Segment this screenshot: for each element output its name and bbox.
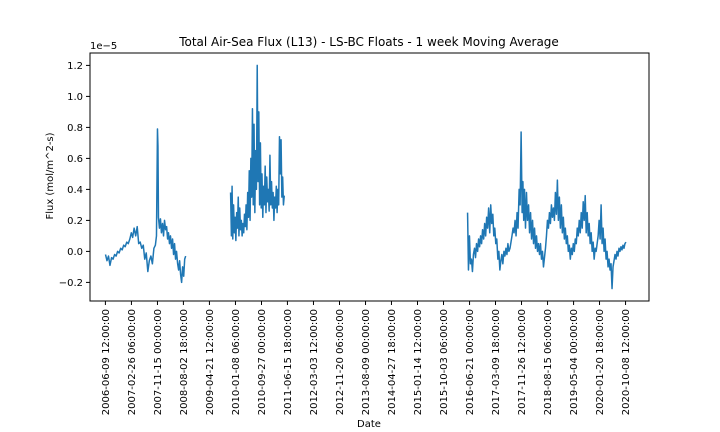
plot-frame	[89, 52, 650, 302]
x-tick-label: 2015-01-14 12:00:00	[413, 309, 424, 415]
x-tick-label: 2018-08-15 06:00:00	[543, 309, 554, 415]
y-tick-label: 1.0	[67, 92, 83, 103]
x-tick-label: 2009-04-21 12:00:00	[205, 309, 216, 415]
x-tick-label: 2015-10-03 06:00:00	[439, 309, 450, 415]
chart-title: Total Air-Sea Flux (L13) - LS-BC Floats …	[178, 35, 559, 49]
y-tick-label: 0.4	[67, 185, 83, 196]
x-tick-label: 2017-03-09 18:00:00	[491, 309, 502, 415]
y-tick-label: 0.8	[67, 123, 83, 134]
y-tick-label: 0.6	[67, 154, 83, 165]
x-tick-label: 2014-04-27 18:00:00	[387, 309, 398, 415]
x-tick-label: 2008-08-02 18:00:00	[179, 309, 190, 415]
x-tick-label: 2012-11-20 06:00:00	[335, 309, 346, 415]
y-offset-label: 1e−5	[90, 41, 117, 52]
x-tick-label: 2020-10-08 12:00:00	[621, 309, 632, 415]
x-tick-label: 2012-03-03 12:00:00	[309, 309, 320, 415]
x-tick-label: 2017-11-26 12:00:00	[517, 309, 528, 415]
series-line-3	[466, 131, 627, 290]
x-tick-label: 2010-09-27 00:00:00	[257, 309, 268, 415]
x-tick-label: 2010-01-08 06:00:00	[231, 309, 242, 415]
x-tick-label: 2007-02-26 06:00:00	[127, 309, 138, 415]
series-line-2	[229, 64, 285, 242]
y-tick-label: 1.2	[67, 61, 83, 72]
x-tick-label: 2011-06-15 18:00:00	[283, 309, 294, 415]
series-layer	[104, 64, 627, 290]
axis-layer: −0.2 0.0 0.2 0.4 0.6 0.8 1.0 1.2 2006-06-09 12:0…	[59, 61, 632, 415]
x-tick-label: 2019-05-04 00:00:00	[569, 309, 580, 415]
x-tick-label: 2007-11-15 00:00:00	[153, 309, 164, 415]
series-line-1	[104, 128, 187, 284]
x-tick-label: 2006-06-09 12:00:00	[101, 309, 112, 415]
y-tick-label: 0.2	[67, 216, 83, 227]
y-axis-title: Flux (mol/m^2-s)	[45, 132, 56, 219]
x-axis-title: Date	[357, 419, 381, 430]
x-tick-label: 2020-01-20 18:00:00	[595, 309, 606, 415]
x-tick-label: 2016-06-21 00:00:00	[465, 309, 476, 415]
x-tick-label: 2013-08-09 00:00:00	[361, 309, 372, 415]
y-tick-label: 0.0	[67, 247, 83, 258]
y-tick-label: −0.2	[59, 278, 83, 289]
